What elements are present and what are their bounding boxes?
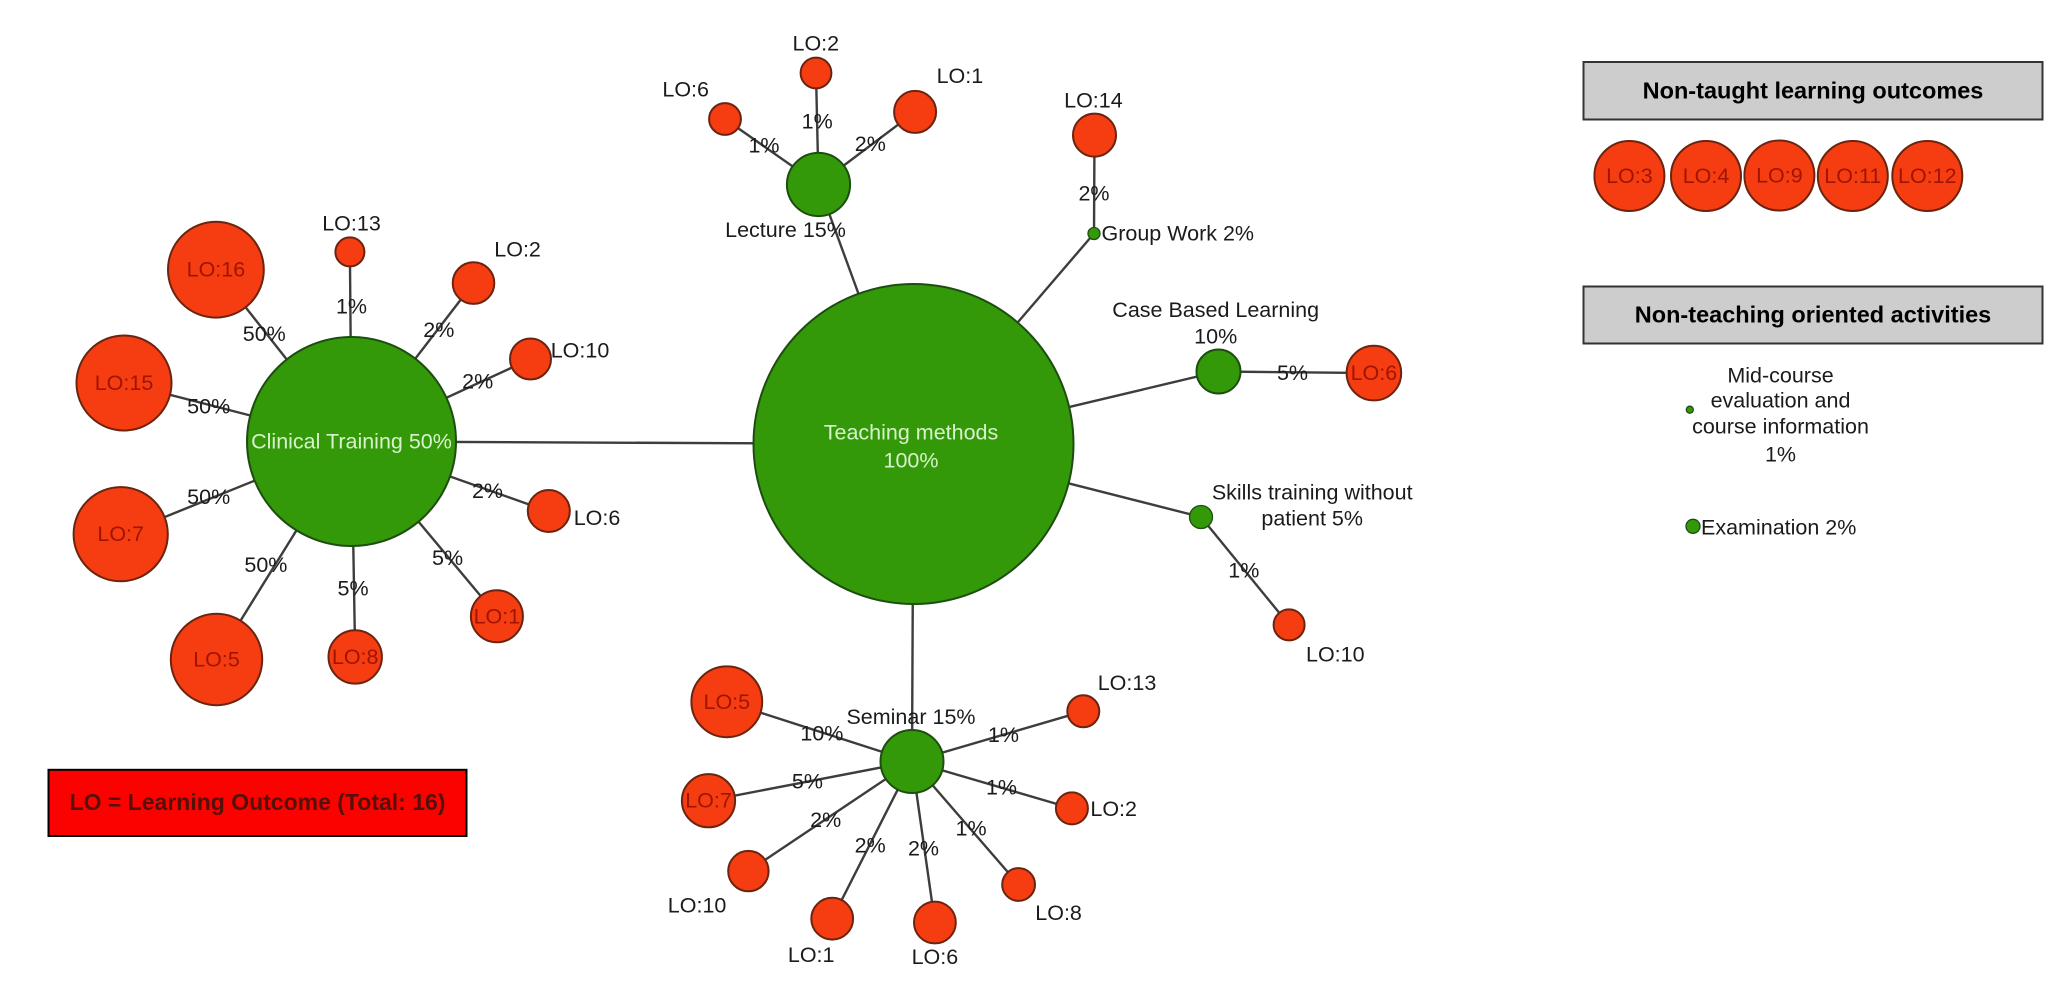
svg-text:1%: 1% xyxy=(956,817,987,841)
svg-text:LO:14: LO:14 xyxy=(1064,89,1123,113)
svg-text:Skills training without: Skills training without xyxy=(1212,481,1413,505)
svg-text:LO = Learning Outcome (Total:: LO = Learning Outcome (Total: 16) xyxy=(70,789,446,815)
svg-text:2%: 2% xyxy=(462,370,493,394)
svg-text:patient 5%: patient 5% xyxy=(1261,506,1363,530)
svg-text:LO:2: LO:2 xyxy=(792,31,839,55)
svg-text:2%: 2% xyxy=(472,479,503,503)
svg-text:5%: 5% xyxy=(792,770,823,794)
svg-text:1%: 1% xyxy=(748,134,779,158)
svg-text:Mid-course: Mid-course xyxy=(1727,364,1833,388)
svg-text:2%: 2% xyxy=(810,808,841,832)
svg-text:LO:9: LO:9 xyxy=(1756,164,1803,188)
svg-text:5%: 5% xyxy=(432,546,463,570)
svg-text:LO:10: LO:10 xyxy=(1306,643,1365,667)
svg-text:2%: 2% xyxy=(908,836,939,860)
svg-text:LO:8: LO:8 xyxy=(332,645,379,669)
svg-text:1%: 1% xyxy=(802,110,833,134)
svg-text:LO:13: LO:13 xyxy=(1098,671,1157,695)
svg-text:1%: 1% xyxy=(1228,558,1259,582)
svg-text:LO:7: LO:7 xyxy=(685,789,732,813)
svg-text:LO:11: LO:11 xyxy=(1824,164,1881,188)
svg-text:Teaching methods: Teaching methods xyxy=(824,421,999,445)
svg-text:50%: 50% xyxy=(187,395,230,419)
svg-text:evaluation and: evaluation and xyxy=(1711,389,1851,413)
svg-text:LO:10: LO:10 xyxy=(551,339,610,363)
svg-text:Non-teaching oriented activiti: Non-teaching oriented activities xyxy=(1635,302,1991,328)
svg-text:LO:2: LO:2 xyxy=(1090,797,1137,821)
svg-text:1%: 1% xyxy=(336,294,367,318)
svg-text:50%: 50% xyxy=(187,485,230,509)
svg-text:50%: 50% xyxy=(244,553,287,577)
svg-text:1%: 1% xyxy=(988,723,1019,747)
svg-text:LO:2: LO:2 xyxy=(494,237,541,261)
svg-text:Seminar 15%: Seminar 15% xyxy=(846,705,975,729)
svg-text:50%: 50% xyxy=(243,322,286,346)
svg-text:Lecture 15%: Lecture 15% xyxy=(725,218,846,242)
svg-text:2%: 2% xyxy=(855,132,886,156)
svg-text:LO:5: LO:5 xyxy=(193,648,240,672)
svg-text:2%: 2% xyxy=(855,834,886,858)
svg-text:1%: 1% xyxy=(1765,443,1796,467)
svg-text:LO:15: LO:15 xyxy=(95,371,154,395)
svg-text:LO:6: LO:6 xyxy=(662,78,709,102)
svg-text:LO:12: LO:12 xyxy=(1898,164,1957,188)
svg-text:LO:10: LO:10 xyxy=(668,893,727,917)
svg-text:5%: 5% xyxy=(1277,361,1308,385)
svg-text:2%: 2% xyxy=(423,318,454,342)
svg-text:LO:13: LO:13 xyxy=(322,211,381,235)
svg-text:10%: 10% xyxy=(1194,325,1237,349)
svg-text:Clinical Training 50%: Clinical Training 50% xyxy=(251,430,452,454)
svg-text:LO:4: LO:4 xyxy=(1683,164,1730,188)
svg-text:Examination 2%: Examination 2% xyxy=(1701,515,1856,539)
svg-text:LO:1: LO:1 xyxy=(474,604,521,628)
svg-text:Group Work 2%: Group Work 2% xyxy=(1102,222,1255,246)
svg-text:5%: 5% xyxy=(338,576,369,600)
svg-text:2%: 2% xyxy=(1078,181,1109,205)
svg-text:LO:3: LO:3 xyxy=(1606,164,1653,188)
svg-text:LO:6: LO:6 xyxy=(912,945,959,969)
svg-text:LO:6: LO:6 xyxy=(1351,361,1398,385)
svg-text:LO:6: LO:6 xyxy=(574,506,621,530)
svg-text:course information: course information xyxy=(1692,414,1869,438)
svg-text:1%: 1% xyxy=(986,775,1017,799)
svg-text:LO:1: LO:1 xyxy=(788,943,835,967)
svg-text:LO:8: LO:8 xyxy=(1035,901,1082,925)
svg-text:Non-taught learning outcomes: Non-taught learning outcomes xyxy=(1643,78,1984,104)
svg-text:100%: 100% xyxy=(884,449,939,473)
svg-text:LO:5: LO:5 xyxy=(703,690,750,714)
svg-text:10%: 10% xyxy=(800,721,843,745)
svg-text:LO:16: LO:16 xyxy=(187,258,246,282)
svg-text:LO:7: LO:7 xyxy=(97,522,144,546)
svg-text:LO:1: LO:1 xyxy=(937,64,984,88)
svg-text:Case Based Learning: Case Based Learning xyxy=(1112,298,1319,322)
